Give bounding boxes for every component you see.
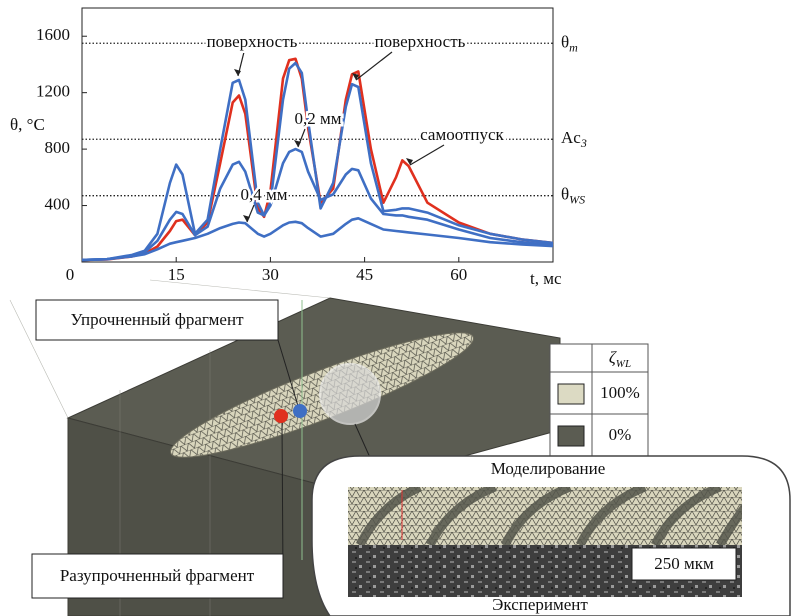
- annotation: поверхность: [375, 32, 466, 51]
- softened-point: [274, 409, 288, 423]
- y-axis-label: θ, °C: [10, 115, 45, 134]
- annotation: 0,2 мм: [294, 109, 341, 128]
- simulation-label: Моделирование: [491, 459, 606, 478]
- x-tick-label: 30: [262, 265, 279, 284]
- reference-label: Ac3: [561, 128, 587, 150]
- x-tick-label: 0: [66, 265, 75, 284]
- reference-label: θWS: [561, 185, 585, 207]
- legend-swatch: [558, 384, 584, 404]
- annotation-arrow: [356, 52, 392, 80]
- annotation-arrow: [410, 145, 444, 165]
- y-tick-label: 800: [45, 138, 71, 157]
- x-tick-label: 45: [356, 265, 373, 284]
- legend-table: ζWL 100% 0%: [550, 344, 648, 456]
- x-tick-label: 60: [450, 265, 467, 284]
- reference-sub: m: [569, 40, 578, 54]
- x-axis-label: t, мс: [530, 269, 562, 288]
- scale-bar: 250 мкм: [654, 554, 714, 573]
- legend-label: 0%: [609, 425, 632, 444]
- x-tick-label: 15: [168, 265, 185, 284]
- series-line: [82, 149, 553, 260]
- reference-sub: 3: [580, 136, 587, 150]
- reference-sub: WS: [569, 192, 585, 206]
- annotation: самоотпуск: [420, 125, 504, 144]
- reference-symbol: θ: [561, 185, 569, 204]
- reference-label: θm: [561, 32, 578, 54]
- annotation: поверхность: [207, 32, 298, 51]
- softened-label: Разупрочненный фрагмент: [60, 566, 255, 585]
- y-tick-label: 1200: [36, 82, 70, 101]
- reference-symbol: Ac: [561, 128, 581, 147]
- figure: Упрочненный фрагмент Разупрочненный фраг…: [0, 0, 791, 616]
- zoom-circle: [320, 364, 380, 424]
- annotation: 0,4 мм: [240, 185, 287, 204]
- series-line: [82, 63, 553, 260]
- legend-swatch: [558, 426, 584, 446]
- hardened-point: [293, 404, 307, 418]
- legend-symbol-sub: WL: [616, 358, 631, 370]
- reference-symbol: θ: [561, 32, 569, 51]
- series-line: [82, 59, 553, 260]
- y-tick-label: 1600: [36, 25, 70, 44]
- y-tick-label: 400: [45, 194, 71, 213]
- legend-label: 100%: [600, 383, 640, 402]
- hardened-label: Упрочненный фрагмент: [71, 310, 245, 329]
- experiment-label: Эксперимент: [492, 595, 588, 614]
